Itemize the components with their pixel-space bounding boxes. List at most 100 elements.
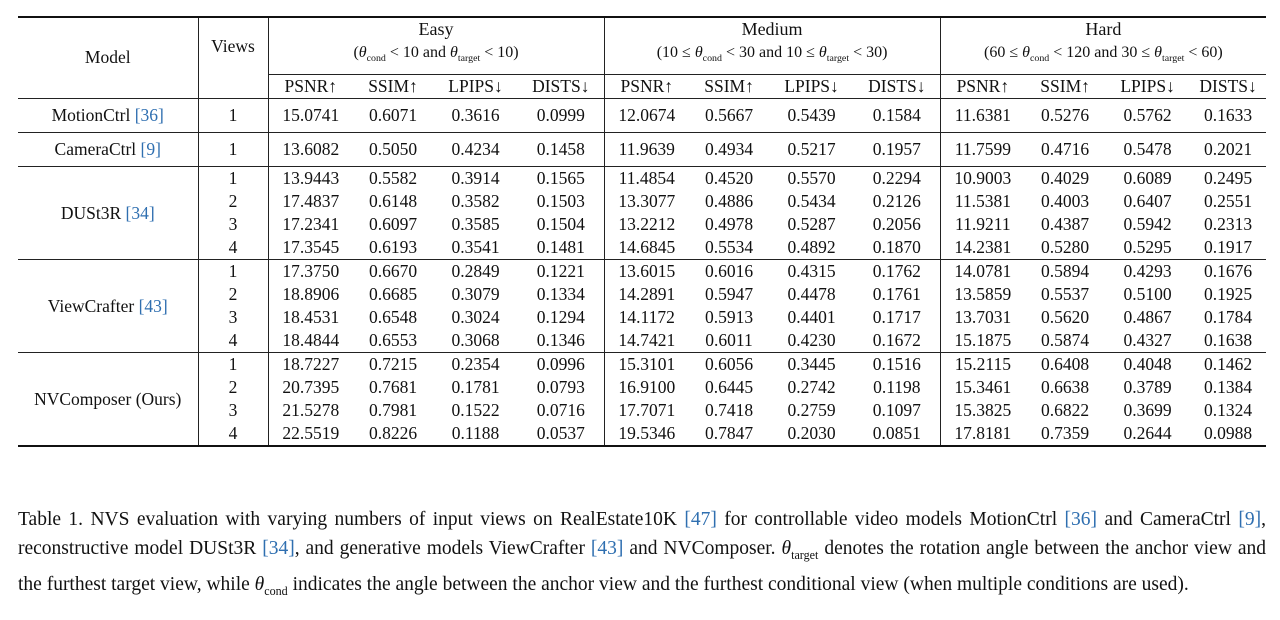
results-table-container: Model Views Easy (θcond < 10 and θtarget < … <box>18 16 1267 447</box>
metric-value-cell: 0.1462 <box>1204 354 1253 375</box>
metric-value-cell: 0.1198 <box>854 376 941 400</box>
views-cell: 4 <box>198 329 269 353</box>
metric-value-cell: 17.7071 <box>618 400 676 421</box>
metric-value-cell: 0.4315 <box>787 261 836 282</box>
metric-value-cell: 0.3699 <box>1123 400 1172 421</box>
metric-value-cell: 0.1784 <box>1204 307 1253 328</box>
metric-value-cell: 0.1584 <box>854 98 941 133</box>
metric-value-cell: 0.5947 <box>704 284 754 305</box>
views-cell: 2 <box>198 376 269 400</box>
metric-value-cell: 0.1761 <box>854 283 941 307</box>
metric-value-cell: 14.2381 <box>954 237 1012 258</box>
views-cell: 2 <box>198 283 269 307</box>
metric-value-cell: 18.8906 <box>282 284 340 305</box>
table-row: 2 18.8906 0.6685 0.3079 0.1334 14.2891 0.5947 0… <box>18 283 1266 307</box>
metric-value-cell: 15.1875 <box>954 330 1012 351</box>
metric-value-cell: 0.7359 <box>1041 423 1090 444</box>
metric-value-cell: 12.0674 <box>618 105 676 126</box>
metric-value-cell: 0.4003 <box>1041 191 1090 212</box>
metric-value-cell: 13.6015 <box>618 261 676 282</box>
views-cell: 1 <box>198 259 269 284</box>
caption-text: indicates the angle between the anchor v… <box>287 573 1189 595</box>
metric-value-cell: 0.1516 <box>854 352 941 377</box>
model-name-cell: MotionCtrl [36] <box>18 98 199 133</box>
caption-citation-link[interactable]: [47] <box>684 509 717 530</box>
metric-value-cell: 0.5295 <box>1123 237 1172 258</box>
views-cell: 2 <box>198 190 269 214</box>
metric-value-cell: 0.1346 <box>518 329 605 353</box>
citation-link[interactable]: [34] <box>125 202 155 223</box>
metric-value-cell: 0.1781 <box>451 377 500 398</box>
metric-value-cell: 0.2551 <box>1204 191 1253 212</box>
metric-value-cell: 0.4934 <box>704 139 754 160</box>
caption-text: and NVComposer. <box>623 538 782 559</box>
table-row: CameraCtrl [9] 1 13.6082 0.5050 0.4234 0.1458… <box>18 132 1267 167</box>
metric-value-cell: 0.6553 <box>368 330 418 351</box>
metric-header-psnr: PSNR↑ <box>604 74 690 99</box>
metric-value-cell: 15.3825 <box>954 400 1012 421</box>
model-name-cell: NVComposer (Ours) <box>18 352 199 447</box>
metric-header-lpips: LPIPS↓ <box>433 74 518 99</box>
metric-value-cell: 0.3582 <box>451 191 500 212</box>
metric-value-cell: 13.7031 <box>954 307 1012 328</box>
metric-value-cell: 0.5276 <box>1041 105 1090 126</box>
metric-value-cell: 0.4886 <box>704 191 754 212</box>
metric-value-cell: 0.3445 <box>787 354 836 375</box>
group-condition-label: (60 ≤ θcond < 120 and 30 ≤ θtarget < 60) <box>984 44 1223 65</box>
metric-value-cell: 0.1672 <box>854 329 941 353</box>
metric-value-cell: 0.3789 <box>1123 377 1172 398</box>
metric-value-cell: 0.6822 <box>1041 400 1090 421</box>
metric-value-cell: 0.7847 <box>704 423 754 444</box>
metric-header-ssim: SSIM↑ <box>353 74 433 99</box>
metric-value-cell: 0.5874 <box>1041 330 1090 351</box>
metric-header-lpips: LPIPS↓ <box>769 74 855 99</box>
metric-value-cell: 13.6082 <box>282 139 340 160</box>
metric-value-cell: 0.6148 <box>368 191 418 212</box>
citation-link[interactable]: [36] <box>134 105 164 126</box>
metric-value-cell: 0.7215 <box>368 354 418 375</box>
caption-citation-link[interactable]: [9] <box>1238 509 1262 530</box>
metric-value-cell: 11.9211 <box>955 214 1011 235</box>
table-row: 4 18.4844 0.6553 0.3068 0.1346 14.7421 0.6011 0… <box>18 329 1266 353</box>
caption-citation-link[interactable]: [34] <box>262 538 295 559</box>
views-cell: 3 <box>198 213 269 237</box>
metric-value-cell: 0.2126 <box>854 190 941 214</box>
metric-header-psnr: PSNR↑ <box>268 74 353 99</box>
metric-value-cell: 0.1925 <box>1204 284 1253 305</box>
metric-value-cell: 17.2341 <box>282 214 340 235</box>
metric-value-cell: 0.5570 <box>787 168 836 189</box>
metric-value-cell: 0.1221 <box>518 259 605 284</box>
table-row: 3 17.2341 0.6097 0.3585 0.1504 13.2212 0.4978 0… <box>18 213 1266 237</box>
column-header-model: Model <box>18 17 199 75</box>
table-body: MotionCtrl [36] 1 15.0741 0.6071 0.3616 0.099… <box>18 98 1267 447</box>
metric-value-cell: 0.6056 <box>704 354 754 375</box>
table-row: 3 21.5278 0.7981 0.1522 0.0716 17.7071 0.7418 0… <box>18 399 1266 423</box>
group-header-hard: Hard (60 ≤ θcond < 120 and 30 ≤ θtarget <… <box>940 17 1266 75</box>
metric-value-cell: 0.1917 <box>1204 237 1253 258</box>
caption-citation-link[interactable]: [36] <box>1064 509 1098 530</box>
views-cell: 1 <box>198 98 269 133</box>
model-name: NVComposer (Ours) <box>34 388 182 409</box>
citation-link[interactable]: [43] <box>138 295 168 316</box>
metric-value-cell: 0.3068 <box>451 330 500 351</box>
table-caption: Table 1. NVS evaluation with varying num… <box>18 505 1266 606</box>
metric-value-cell: 0.1676 <box>1204 261 1253 282</box>
metric-value-cell: 0.3616 <box>451 105 500 126</box>
table-row: 2 17.4837 0.6148 0.3582 0.1503 13.3077 0.4886 0… <box>18 190 1266 214</box>
citation-link[interactable]: [9] <box>140 139 161 160</box>
metric-value-cell: 0.5537 <box>1041 284 1090 305</box>
model-name: CameraCtrl <box>54 139 137 160</box>
metric-value-cell: 20.7395 <box>282 377 340 398</box>
header-row-metrics: PSNR↑ SSIM↑ LPIPS↓ DISTS↓ PSNR↑ SSIM↑ LPIPS↓ DI… <box>18 74 1267 99</box>
caption-citation-link[interactable]: [43] <box>590 538 624 559</box>
caption-text: , reconstructive model DUSt3R <box>18 509 1266 559</box>
metric-value-cell: 10.9003 <box>954 168 1012 189</box>
views-cell: 3 <box>198 306 269 330</box>
model-name-cell: ViewCrafter [43] <box>18 259 199 353</box>
metric-header-ssim: SSIM↑ <box>1025 74 1106 99</box>
metric-value-cell: 0.1762 <box>854 259 941 284</box>
metric-value-cell: 0.6097 <box>368 214 418 235</box>
results-table: Model Views Easy (θcond < 10 and θtarget < … <box>18 16 1267 447</box>
metric-value-cell: 0.6089 <box>1123 168 1172 189</box>
group-condition-label: (θcond < 10 and θtarget < 10) <box>353 44 519 65</box>
